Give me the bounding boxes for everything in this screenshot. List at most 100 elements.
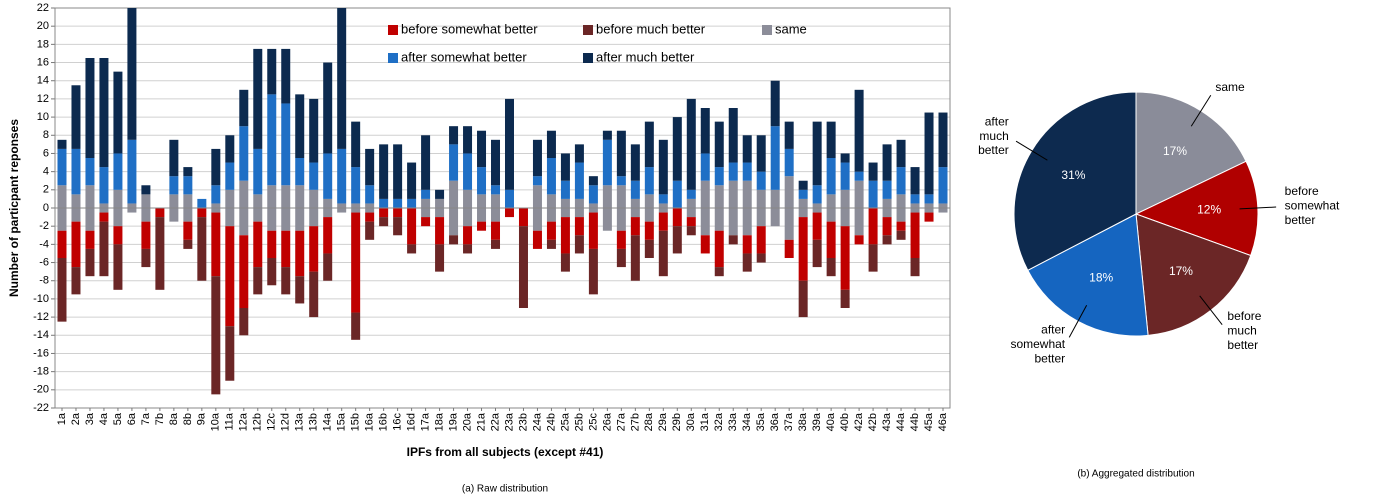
bar-segment	[868, 244, 878, 272]
legend-label: before somewhat better	[401, 21, 538, 36]
bar-segment	[854, 89, 864, 172]
bar-segment	[407, 198, 417, 208]
y-axis-title: Number of particpant reponses	[7, 119, 21, 297]
bar-segment	[798, 189, 808, 199]
bar-segment	[71, 221, 81, 268]
bar-segment	[770, 126, 780, 190]
bar-segment	[658, 139, 668, 195]
y-tick-label: -18	[33, 366, 49, 378]
bar-segment	[253, 148, 263, 195]
bar-segment	[630, 180, 640, 199]
bar-segment	[57, 230, 67, 258]
bar-segment	[644, 121, 654, 168]
legend-swatch	[388, 53, 398, 63]
bar-segment	[826, 158, 836, 195]
bar-segment	[463, 226, 473, 245]
y-tick-label: -2	[39, 220, 49, 232]
x-tick-label: 36a	[769, 412, 781, 431]
x-tick-label: 18a	[433, 412, 445, 431]
bar-segment	[323, 153, 333, 199]
bar-segment	[435, 189, 445, 199]
bar-segment	[211, 212, 221, 277]
bar-segment	[85, 58, 95, 158]
bar-segment	[756, 253, 766, 263]
bar-segment	[449, 126, 459, 145]
x-tick-label: 25c	[587, 413, 599, 431]
x-tick-label: 4a	[98, 412, 110, 425]
bar-segment	[798, 180, 808, 190]
bar-segment	[295, 158, 305, 186]
bar-segment	[281, 267, 291, 295]
bar-segment	[770, 80, 780, 127]
x-tick-label: 40a	[825, 412, 837, 431]
x-tick-label: 40b	[839, 413, 851, 431]
bar-segment	[854, 171, 864, 181]
bar-segment	[546, 158, 556, 195]
bar-segment	[239, 308, 249, 336]
x-tick-label: 42a	[853, 412, 865, 431]
legend-label: after much better	[596, 49, 695, 64]
leader-line	[1239, 206, 1277, 210]
bar-segment	[644, 221, 654, 240]
slice-value-label: 18%	[1089, 271, 1113, 285]
bar-segment	[435, 244, 445, 272]
bar-segment	[546, 130, 556, 158]
bar-segment	[211, 148, 221, 186]
x-tick-label: 2a	[70, 412, 82, 425]
bar-segment	[323, 217, 333, 254]
bar-segment	[421, 189, 431, 199]
bar-segment	[225, 162, 235, 190]
bar-segment	[379, 144, 389, 199]
bar-segment	[295, 230, 305, 277]
x-tick-label: 10a	[210, 412, 222, 431]
y-tick-label: -4	[39, 238, 49, 250]
bar-segment	[393, 144, 403, 199]
bar-segment	[812, 185, 822, 204]
bar-segment	[253, 48, 263, 149]
bar-segment	[686, 226, 696, 236]
bar-segment	[798, 217, 808, 281]
bar-segment	[840, 153, 850, 163]
leader-line	[1068, 304, 1088, 338]
x-tick-label: 28a	[643, 412, 655, 431]
x-tick-label: 12b	[252, 413, 264, 431]
x-tick-label: 16b	[378, 413, 390, 431]
bar-segment	[57, 148, 67, 186]
bar-segment	[686, 217, 696, 227]
bar-segment	[99, 58, 109, 168]
bar-segment	[574, 217, 584, 236]
bar-segment	[784, 239, 794, 258]
legend-label: same	[775, 21, 807, 36]
x-tick-label: 24a	[531, 412, 543, 431]
bar-segment	[393, 217, 403, 236]
x-tick-label: 46a	[937, 412, 949, 431]
bar-segment	[491, 239, 501, 249]
bar-segment	[602, 139, 612, 186]
bar-segment	[896, 167, 906, 195]
bar-segment	[658, 194, 668, 204]
bar-segment	[407, 162, 417, 199]
bar-segment	[868, 208, 878, 245]
x-tick-label: 6a	[126, 412, 138, 425]
bar-segment	[281, 103, 291, 186]
bar-segment	[910, 258, 920, 277]
bar-segment	[477, 221, 487, 231]
slice-value-label: 17%	[1169, 264, 1193, 278]
x-tick-label: 24b	[545, 413, 557, 431]
bar-segment	[924, 212, 934, 222]
x-tick-label: 16c	[392, 413, 404, 431]
y-tick-label: 0	[43, 202, 49, 214]
bar-segment	[225, 326, 235, 381]
bar-segment	[588, 176, 598, 186]
bar-segment	[560, 153, 570, 181]
x-tick-label: 42b	[867, 413, 879, 431]
slice-label: before much better	[1227, 309, 1261, 352]
bar-segment	[127, 8, 137, 140]
x-tick-label: 11a	[224, 412, 236, 430]
bar-segment	[99, 167, 109, 204]
bar-segment	[197, 217, 207, 281]
bar-segment	[840, 226, 850, 290]
legend-label: after somewhat better	[401, 49, 527, 64]
y-tick-label: 10	[37, 111, 49, 123]
bar-segment	[113, 244, 123, 290]
